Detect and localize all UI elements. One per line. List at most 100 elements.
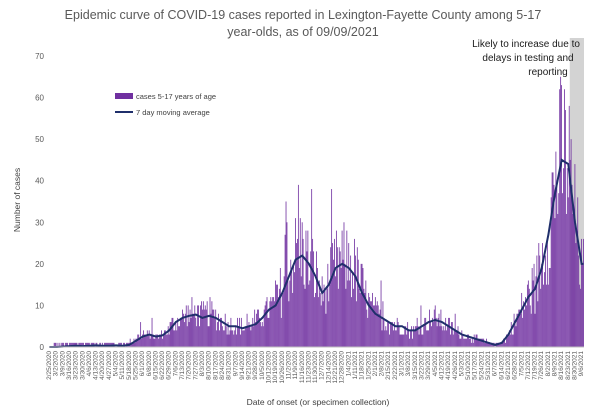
case-bar bbox=[337, 288, 339, 347]
case-bar bbox=[553, 184, 555, 347]
case-bar bbox=[554, 218, 556, 347]
case-bar bbox=[148, 330, 150, 347]
case-bar bbox=[378, 313, 380, 347]
case-bar bbox=[355, 301, 357, 347]
case-bar bbox=[423, 326, 425, 347]
case-bar bbox=[187, 305, 189, 347]
case-bar bbox=[502, 342, 504, 347]
case-bar bbox=[335, 230, 337, 347]
case-bar bbox=[252, 317, 254, 347]
case-bar bbox=[579, 284, 581, 347]
case-bar bbox=[380, 280, 382, 347]
case-bar bbox=[333, 259, 334, 347]
case-bar bbox=[251, 326, 253, 347]
case-bar bbox=[55, 342, 57, 347]
case-bar bbox=[564, 89, 565, 347]
case-bar bbox=[469, 338, 471, 347]
case-bar bbox=[200, 305, 201, 347]
x-tick-label: 3/9/2020 bbox=[59, 351, 66, 377]
case-bar bbox=[229, 330, 231, 347]
x-tick-label: 2/22/2021 bbox=[392, 351, 399, 380]
legend-label-bars: cases 5-17 years of age bbox=[136, 92, 216, 101]
case-bar bbox=[507, 334, 508, 347]
case-bar bbox=[146, 330, 148, 347]
case-bar bbox=[461, 330, 463, 347]
case-bar bbox=[523, 301, 524, 347]
case-bar bbox=[327, 263, 329, 347]
case-bar bbox=[163, 330, 165, 347]
case-bar bbox=[438, 313, 440, 347]
x-tick-label: 1/25/2021 bbox=[365, 351, 372, 380]
case-bar bbox=[465, 338, 467, 347]
x-tick-label: 2/8/2021 bbox=[379, 351, 386, 377]
case-bar bbox=[459, 338, 461, 347]
case-bar bbox=[278, 288, 280, 347]
case-bar bbox=[575, 243, 577, 347]
case-bar bbox=[287, 280, 289, 347]
case-bar bbox=[364, 292, 366, 347]
x-tick-label: 9/6/2021 bbox=[578, 351, 585, 377]
case-bar bbox=[473, 334, 475, 347]
case-bar bbox=[325, 313, 327, 347]
case-bar bbox=[261, 322, 263, 347]
case-bar bbox=[235, 326, 237, 347]
case-bar bbox=[574, 164, 576, 347]
case-bar bbox=[290, 259, 292, 347]
case-bar bbox=[308, 284, 310, 347]
x-tick-label: 9/28/2020 bbox=[252, 351, 259, 380]
case-bar bbox=[183, 322, 185, 347]
case-bar bbox=[140, 322, 142, 347]
x-tick-label: 4/19/2021 bbox=[445, 351, 452, 380]
case-bar bbox=[316, 268, 318, 347]
case-bar bbox=[413, 330, 415, 347]
case-bar bbox=[314, 297, 315, 347]
case-bar bbox=[442, 330, 444, 347]
case-bar bbox=[286, 222, 288, 347]
case-bar bbox=[144, 334, 146, 347]
case-bar bbox=[80, 342, 82, 347]
case-bar bbox=[164, 330, 166, 347]
case-bar bbox=[373, 305, 375, 347]
x-tick-label: 6/22/2020 bbox=[159, 351, 166, 380]
case-bar bbox=[517, 313, 519, 347]
case-bar bbox=[135, 338, 137, 347]
case-bar bbox=[53, 342, 55, 347]
case-bar bbox=[332, 243, 333, 347]
case-bar bbox=[173, 330, 175, 347]
case-bar bbox=[151, 317, 153, 347]
case-bar bbox=[232, 330, 234, 347]
delay-annotation: Likely to increase due to delays in test… bbox=[472, 39, 580, 78]
case-bar bbox=[534, 313, 536, 347]
case-bar bbox=[161, 330, 162, 347]
case-bar bbox=[162, 338, 163, 347]
case-bar bbox=[393, 322, 395, 347]
x-tick-label: 7/27/2020 bbox=[192, 351, 199, 380]
case-bar bbox=[318, 280, 320, 347]
x-tick-label: 7/26/2021 bbox=[538, 351, 545, 380]
case-bar bbox=[480, 338, 482, 347]
case-bar bbox=[537, 301, 539, 347]
case-bar bbox=[498, 342, 500, 347]
case-bar bbox=[419, 326, 421, 347]
case-bar bbox=[165, 334, 167, 347]
x-tick-label: 3/8/2021 bbox=[405, 351, 412, 377]
case-bar bbox=[336, 247, 338, 347]
case-bar bbox=[63, 342, 65, 347]
case-bar bbox=[555, 151, 557, 347]
case-bar bbox=[141, 338, 142, 347]
y-axis-label: Number of cases bbox=[12, 168, 22, 232]
case-bar bbox=[339, 251, 341, 347]
case-bar bbox=[145, 334, 147, 347]
annotation-line-1: Likely to increase due to bbox=[472, 39, 580, 50]
case-bar bbox=[142, 334, 143, 347]
case-bar bbox=[478, 338, 480, 347]
case-bar bbox=[541, 263, 543, 347]
case-bar bbox=[297, 238, 298, 347]
case-bar bbox=[524, 309, 525, 347]
case-bar bbox=[158, 338, 160, 347]
case-bar bbox=[206, 301, 208, 347]
case-bar bbox=[82, 342, 84, 347]
case-bar bbox=[156, 334, 158, 347]
x-tick-label: 2/15/2021 bbox=[385, 351, 392, 380]
x-tick-label: 11/23/2020 bbox=[305, 351, 312, 383]
